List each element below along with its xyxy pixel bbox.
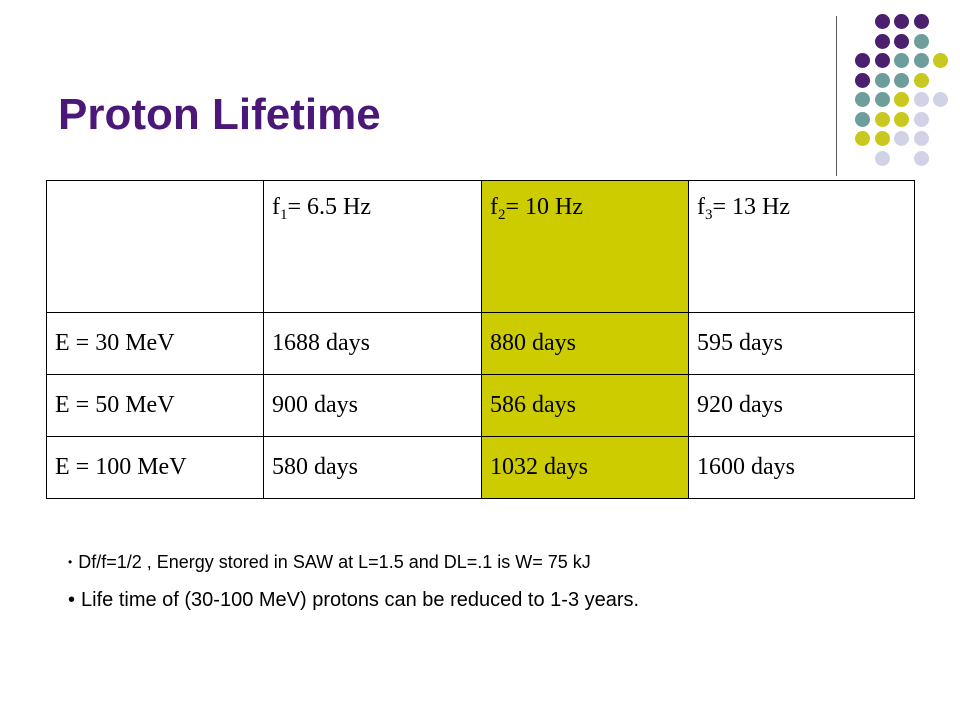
decorative-dot (874, 33, 890, 49)
decorative-dot (855, 111, 870, 127)
decorative-dot (913, 111, 929, 127)
decorative-dot-grid (0, 0, 960, 170)
decorative-dot (894, 53, 909, 68)
table-header-f2: f2= 10 Hz (481, 180, 689, 313)
table-row: E = 100 MeV 580 days 1032 days 1600 days (46, 436, 915, 499)
decorative-dot (874, 111, 890, 127)
table-cell: 920 days (688, 374, 915, 437)
table-cell: 595 days (688, 312, 915, 375)
bullet-icon: • (68, 555, 73, 569)
bullet-item: • Life time of (30-100 MeV) protons can b… (68, 589, 639, 612)
decorative-dot (855, 92, 870, 107)
row-label-cell: E = 100 MeV (46, 436, 264, 499)
row-label-cell: E = 50 MeV (46, 374, 264, 437)
decorative-dot (894, 72, 909, 88)
decorative-dot (874, 14, 890, 29)
decorative-dot (874, 53, 890, 68)
table-cell: 586 days (481, 374, 689, 437)
decorative-dot (855, 131, 870, 146)
table-header-corner (46, 180, 264, 313)
table-cell: 580 days (263, 436, 482, 499)
table-row: E = 30 MeV 1688 days 880 days 595 days (46, 312, 915, 375)
table-cell: 1688 days (263, 312, 482, 375)
decorative-dot (855, 53, 870, 68)
decorative-dot (894, 33, 909, 49)
decorative-dot (894, 111, 909, 127)
table-cell: 1032 days (481, 436, 689, 499)
decorative-dot (913, 14, 929, 29)
table-cell: 880 days (481, 312, 689, 375)
table-header-f3: f3= 13 Hz (688, 180, 915, 313)
decorative-dot (933, 92, 948, 107)
bullet-list: • Df/f=1/2 , Energy stored in SAW at L=1.… (68, 552, 639, 612)
table-row: E = 50 MeV 900 days 586 days 920 days (46, 374, 915, 437)
decorative-dot (913, 131, 929, 146)
decorative-dot (894, 92, 909, 107)
decorative-dot (894, 14, 909, 29)
table-cell: 900 days (263, 374, 482, 437)
bullet-text: Life time of (30-100 MeV) protons can be… (81, 589, 640, 611)
decorative-dot (933, 53, 948, 68)
decorative-dot (894, 131, 909, 146)
row-label-cell: E = 30 MeV (46, 312, 264, 375)
decorative-dot (874, 131, 890, 146)
bullet-icon: • (68, 589, 76, 611)
table-header-row: f1= 6.5 Hz f2= 10 Hz f3= 13 Hz (46, 180, 915, 313)
decorative-dot (913, 150, 929, 166)
decorative-dot (874, 72, 890, 88)
decorative-dot (874, 92, 890, 107)
decorative-divider-line (836, 16, 837, 176)
bullet-text: Df/f=1/2 , Energy stored in SAW at L=1.5… (78, 552, 591, 572)
decorative-dot (913, 33, 929, 49)
decorative-dot (913, 92, 929, 107)
decorative-dot (913, 72, 929, 88)
table-cell: 1600 days (688, 436, 915, 499)
decorative-dot (874, 150, 890, 166)
table-header-f1: f1= 6.5 Hz (263, 180, 482, 313)
bullet-item: • Df/f=1/2 , Energy stored in SAW at L=1.… (68, 552, 639, 573)
decorative-dot (855, 72, 870, 88)
proton-lifetime-table: f1= 6.5 Hz f2= 10 Hz f3= 13 Hz E = 30 Me… (46, 180, 915, 499)
slide-title: Proton Lifetime (58, 90, 381, 139)
decorative-dot (913, 53, 929, 68)
